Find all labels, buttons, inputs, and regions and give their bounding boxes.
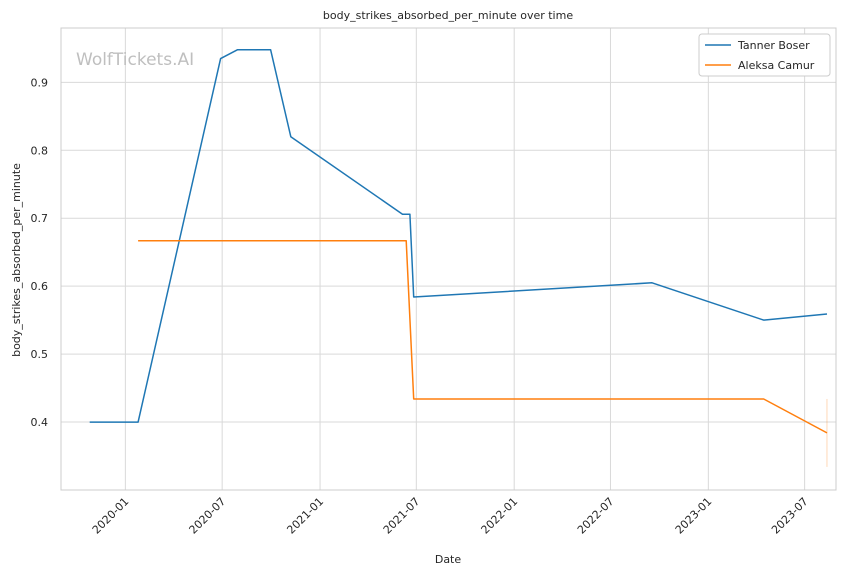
x-axis-title: Date <box>435 553 462 566</box>
chart-title: body_strikes_absorbed_per_minute over ti… <box>323 9 573 22</box>
y-tick-label-0.9: 0.9 <box>31 76 49 89</box>
y-tick-label-0.5: 0.5 <box>31 348 49 361</box>
grid-lines <box>61 28 836 490</box>
y-axis-title: body_strikes_absorbed_per_minute <box>10 163 23 357</box>
watermark: WolfTickets.AI <box>76 50 194 70</box>
plot-frame <box>60 27 837 491</box>
series-line-aleksa-camur <box>138 239 828 434</box>
y-axis-ticks: 0.4 0.5 0.6 0.7 0.8 0.9 <box>31 76 49 429</box>
legend-box <box>698 33 831 77</box>
legend-label-tanner-boser: Tanner Boser <box>737 39 810 52</box>
legend: Tanner Boser Aleksa Camur <box>698 33 831 77</box>
y-tick-label-0.7: 0.7 <box>31 212 49 225</box>
y-tick-label-0.8: 0.8 <box>31 144 49 157</box>
legend-label-aleksa-camur: Aleksa Camur <box>738 59 815 72</box>
series-layer <box>89 48 828 467</box>
series-line-tanner-boser <box>89 48 828 423</box>
y-tick-label-0.6: 0.6 <box>31 280 49 293</box>
y-tick-label-0.4: 0.4 <box>31 416 49 429</box>
